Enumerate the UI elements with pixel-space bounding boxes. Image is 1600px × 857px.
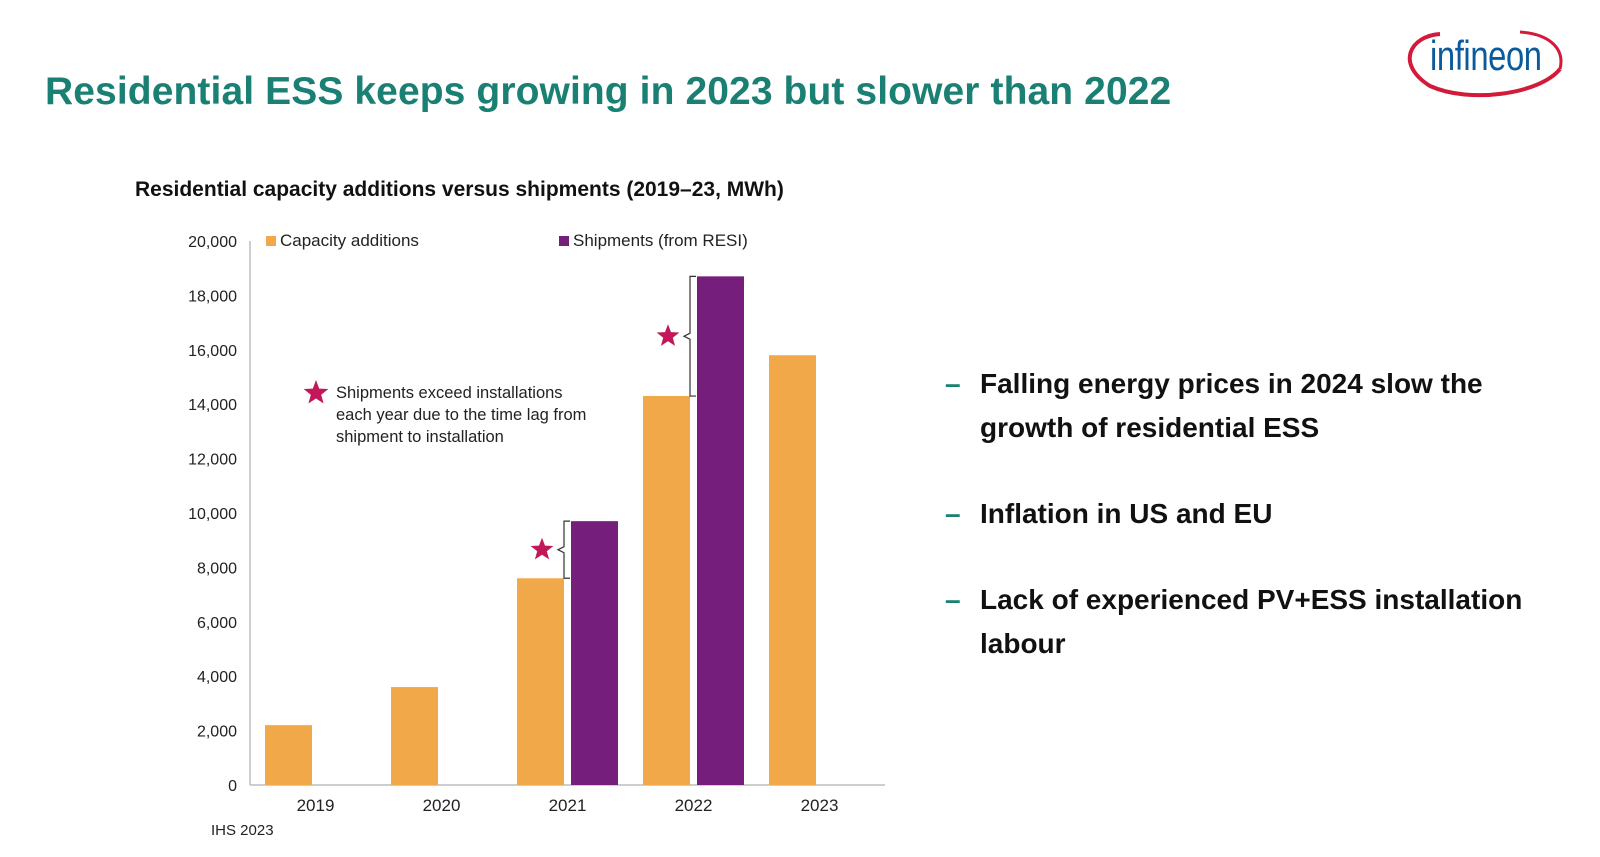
x-tick-label: 2020 [423,796,461,815]
bullet-item: – Falling energy prices in 2024 slow the… [945,362,1585,450]
y-tick-label: 2,000 [197,724,237,741]
annotation-text: shipment to installation [336,428,504,446]
bar-capacity-additions [769,355,816,785]
chart-title: Residential capacity additions versus sh… [135,178,784,201]
bar-capacity-additions [265,725,312,785]
annotation-text: each year due to the time lag from [336,406,586,424]
legend-swatch [266,236,276,246]
bullet-text-line: labour [980,628,1066,659]
y-tick-label: 4,000 [197,669,237,686]
bullet-list: – Falling energy prices in 2024 slow the… [945,362,1585,708]
star-icon [303,380,329,404]
y-tick-label: 0 [228,778,237,795]
bar-capacity-additions [517,578,564,785]
bar-capacity-additions [643,396,690,785]
bar-shipments [697,276,744,785]
bar-shipments [571,521,618,785]
bar-capacity-additions [391,687,438,785]
legend-swatch [559,236,569,246]
bracket-shape [556,520,570,579]
x-tick-label: 2023 [801,796,839,815]
legend-label: Capacity additions [280,231,419,250]
y-tick-label: 18,000 [188,288,237,305]
logo-text: infineon [1430,32,1542,79]
bullet-text-line: Inflation in US and EU [980,498,1273,529]
bullet-item: – Inflation in US and EU [945,492,1585,536]
bar-chart: 0 2,000 4,000 6,000 8,000 10,000 12,000 14,000 1… [188,231,885,815]
bullet-text-line: growth of residential ESS [980,412,1320,443]
y-tick-label: 6,000 [197,615,237,632]
chart-source: IHS 2023 [211,822,274,839]
y-tick-label: 8,000 [197,560,237,577]
y-tick-label: 10,000 [188,506,237,523]
bullet-dash: – [945,498,961,529]
page-title: Residential ESS keeps growing in 2023 bu… [45,70,1172,113]
x-tick-label: 2022 [675,796,713,815]
x-tick-label: 2021 [549,796,587,815]
y-tick-label: 14,000 [188,397,237,414]
y-tick-label: 16,000 [188,343,237,360]
bullet-text-line: Falling energy prices in 2024 slow the [980,368,1483,399]
y-tick-label: 12,000 [188,452,237,469]
logo-swoosh-icon [1407,30,1563,98]
x-tick-label: 2019 [297,796,335,815]
y-tick-label: 20,000 [188,234,237,251]
infineon-logo: infineon [1400,24,1570,104]
star-icon [530,537,554,560]
legend-label: Shipments (from RESI) [573,231,748,250]
bullet-text-line: Lack of experienced PV+ESS installation [980,584,1523,615]
star-icon [656,324,680,346]
bullet-item: – Lack of experienced PV+ESS installatio… [945,578,1585,666]
annotation-text: Shipments exceed installations [336,384,563,402]
bullet-dash: – [945,368,961,399]
bracket-shape [682,275,696,397]
bullet-dash: – [945,584,961,615]
